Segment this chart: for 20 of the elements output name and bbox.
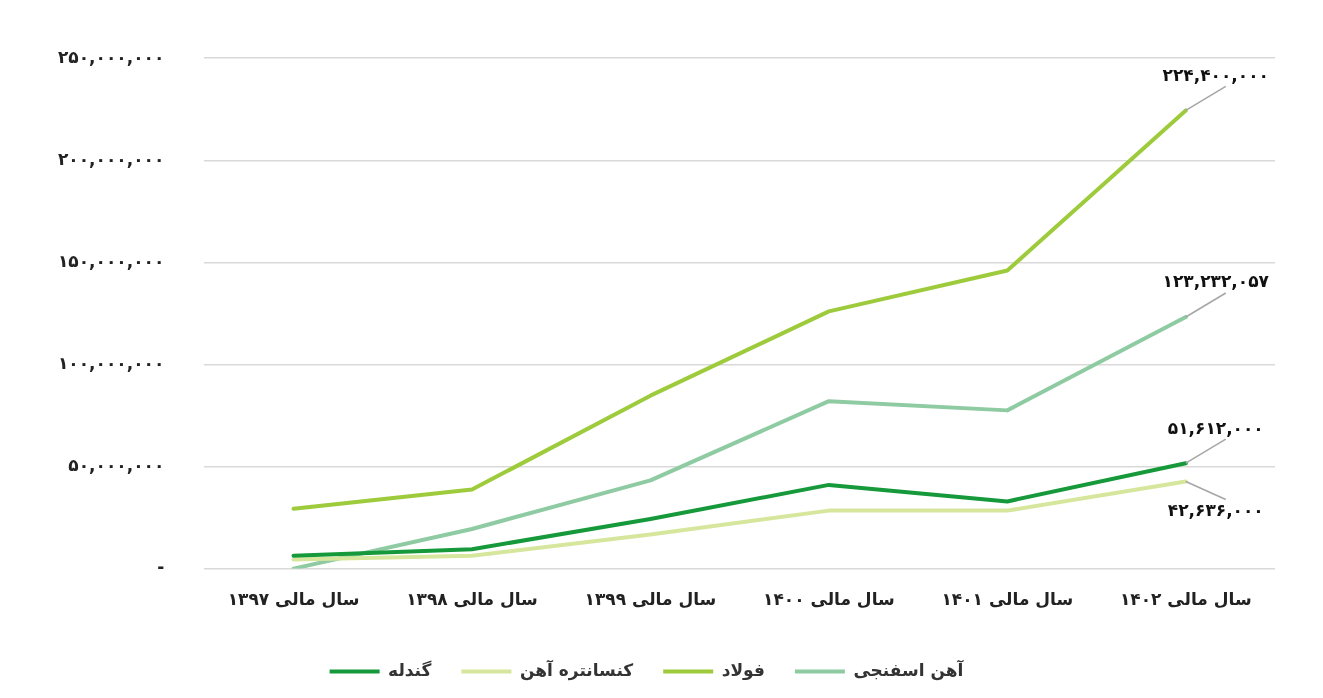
- data-label: ۲۲۴,۴۰۰,۰۰۰: [1162, 64, 1269, 85]
- data-label: ۵۱,۶۱۲,۰۰۰: [1167, 417, 1264, 438]
- legend-label: آهن اسفنجی: [853, 658, 965, 681]
- y-tick-label: ۲۵۰,۰۰۰,۰۰۰: [57, 46, 165, 67]
- y-tick-label: ۲۰۰,۰۰۰,۰۰۰: [57, 148, 165, 169]
- legend-label: گندله: [388, 659, 432, 680]
- x-tick-label: سال مالی ۱۴۰۱: [941, 589, 1074, 610]
- x-tick-label: سال مالی ۱۳۹۷: [227, 589, 360, 610]
- legend-label: کنسانتره آهن: [519, 658, 634, 681]
- x-tick-label: سال مالی ۱۴۰۲: [1119, 589, 1252, 610]
- data-label: ۱۲۳,۲۳۲,۰۵۷: [1162, 271, 1270, 292]
- x-tick-label: سال مالی ۱۳۹۸: [406, 589, 538, 610]
- y-tick-label: -: [157, 557, 165, 578]
- y-tick-label: ۱۰۰,۰۰۰,۰۰۰: [57, 352, 165, 373]
- legend-label: فولاد: [721, 659, 765, 681]
- y-tick-label: ۱۵۰,۰۰۰,۰۰۰: [57, 250, 165, 271]
- data-label: ۴۲,۶۳۶,۰۰۰: [1167, 499, 1264, 520]
- y-tick-label: ۵۰,۰۰۰,۰۰۰: [68, 454, 165, 475]
- x-tick-label: سال مالی ۱۳۹۹: [584, 589, 717, 610]
- x-tick-label: سال مالی ۱۴۰۰: [763, 589, 895, 610]
